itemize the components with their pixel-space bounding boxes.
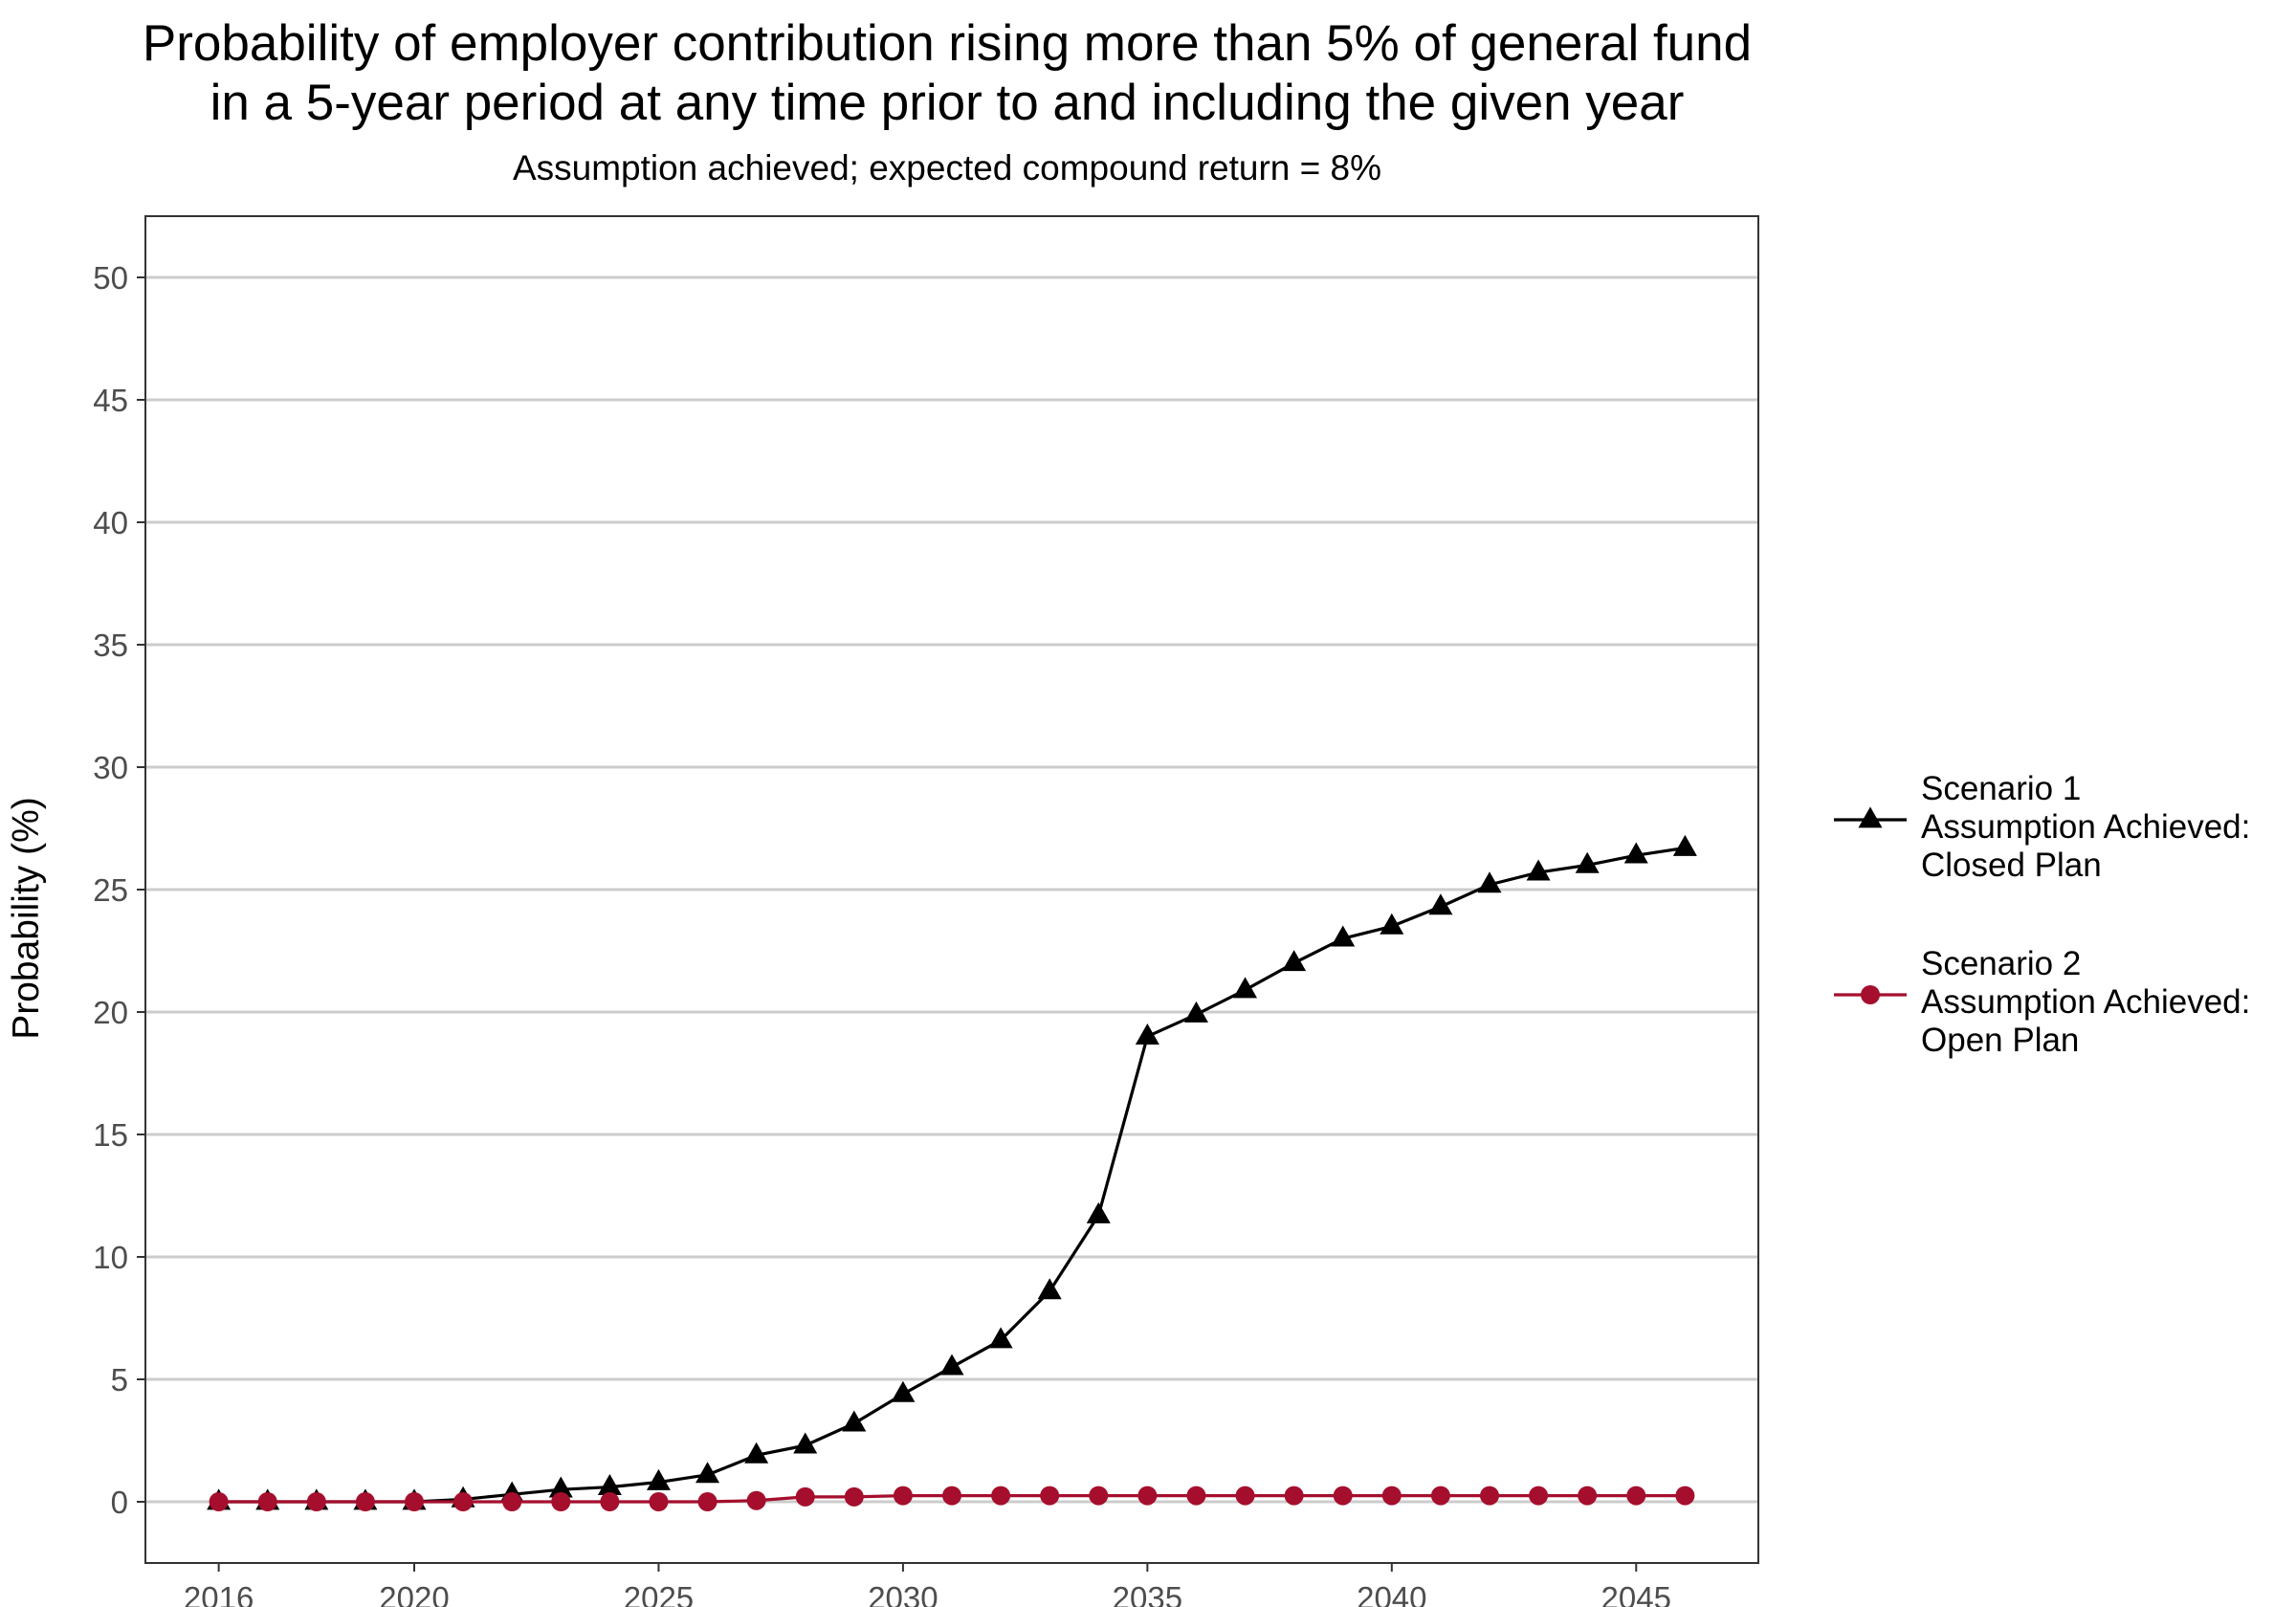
series-2-point xyxy=(1089,1486,1109,1506)
y-tick-label: 15 xyxy=(93,1117,128,1153)
series-2-point xyxy=(453,1492,474,1511)
series-2-point xyxy=(1137,1486,1158,1506)
series-2-point xyxy=(551,1492,571,1511)
series-2-point xyxy=(1675,1486,1695,1506)
series-2-point xyxy=(1430,1486,1450,1506)
series-2-point xyxy=(1333,1486,1353,1506)
series-1-point xyxy=(1526,859,1551,881)
series-1-point xyxy=(1233,977,1258,999)
series-2-point xyxy=(795,1486,815,1507)
series-1-point xyxy=(793,1432,818,1454)
legend-label-line: Scenario 2 xyxy=(1921,945,2081,982)
series-2-point xyxy=(1235,1486,1255,1506)
series-1-point xyxy=(1623,842,1648,864)
y-tick-label: 25 xyxy=(93,872,128,908)
y-tick-label: 40 xyxy=(93,505,128,540)
legend-label-line: Closed Plan xyxy=(1921,847,2102,884)
series-2-point xyxy=(649,1492,669,1511)
series-2-point xyxy=(1480,1486,1499,1506)
series-1-point xyxy=(1183,1001,1208,1023)
chart-title-line-1: Probability of employer contribution ris… xyxy=(142,15,1753,72)
legend-label-line: Assumption Achieved: xyxy=(1921,808,2250,846)
series-2-point xyxy=(257,1492,277,1511)
series-1-point xyxy=(548,1476,573,1498)
series-1-point xyxy=(744,1442,769,1464)
series-1-point xyxy=(1672,834,1697,856)
series-2-point xyxy=(405,1492,424,1511)
series-2-point xyxy=(502,1492,522,1511)
series-1-line xyxy=(218,846,1686,1504)
series-1-point xyxy=(1037,1278,1062,1300)
y-tick-label: 35 xyxy=(93,627,128,663)
x-tick-label: 2045 xyxy=(1601,1580,1671,1607)
series-1-point xyxy=(1135,1023,1159,1045)
series-2-point xyxy=(844,1486,864,1507)
series-2-point xyxy=(991,1486,1011,1506)
series-2-point xyxy=(893,1486,913,1506)
series-2 xyxy=(209,1486,1695,1511)
series-layer xyxy=(207,834,1697,1511)
series-2-point xyxy=(697,1492,718,1511)
legend-label-line: Assumption Achieved: xyxy=(1921,983,2250,1021)
x-axis: 2016 2020 2025 2030 2035 2040 2045 xyxy=(184,1563,1671,1607)
series-1-point xyxy=(695,1462,720,1484)
chart-subtitle: Assumption achieved; expected compound r… xyxy=(512,148,1382,187)
series-2-point xyxy=(1578,1486,1598,1506)
series-1-point xyxy=(1575,851,1600,873)
legend-label-line: Open Plan xyxy=(1921,1022,2079,1059)
x-tick-label: 2030 xyxy=(868,1580,938,1607)
y-tick-label: 50 xyxy=(93,260,128,296)
x-tick-label: 2040 xyxy=(1357,1580,1426,1607)
legend-key-marker xyxy=(1858,806,1883,828)
series-1-point xyxy=(988,1327,1013,1349)
grid-lines xyxy=(145,275,1758,1504)
y-tick-label: 20 xyxy=(93,995,128,1030)
series-2-point xyxy=(1040,1486,1060,1506)
y-tick-label: 45 xyxy=(93,383,128,418)
y-axis-title: Probability (%) xyxy=(6,797,47,1040)
series-2-point xyxy=(209,1492,229,1511)
series-1 xyxy=(207,834,1697,1510)
series-2-point xyxy=(1186,1486,1206,1506)
y-tick-label: 0 xyxy=(111,1485,128,1520)
series-2-point xyxy=(1529,1486,1549,1506)
series-1-point xyxy=(842,1410,867,1432)
series-1-point xyxy=(646,1468,671,1490)
x-tick-label: 2020 xyxy=(379,1580,449,1607)
y-tick-label: 10 xyxy=(93,1240,128,1275)
series-1-point xyxy=(1428,893,1453,915)
x-tick-label: 2035 xyxy=(1113,1580,1182,1607)
series-1-point xyxy=(1380,913,1404,935)
series-1-point xyxy=(1331,925,1356,947)
series-2-point xyxy=(600,1492,620,1511)
series-2-point xyxy=(1284,1486,1304,1506)
series-1-point xyxy=(597,1474,622,1495)
series-1-point xyxy=(939,1354,964,1376)
chart-title-line-2: in a 5-year period at any time prior to … xyxy=(210,75,1685,131)
x-tick-label: 2025 xyxy=(624,1580,694,1607)
y-tick-label: 5 xyxy=(111,1362,128,1398)
series-2-point xyxy=(1381,1486,1402,1506)
legend-label-line: Scenario 1 xyxy=(1921,770,2081,807)
y-tick-label: 30 xyxy=(93,750,128,785)
series-1-point xyxy=(891,1380,916,1402)
series-2-point xyxy=(1626,1486,1646,1506)
series-1-point xyxy=(1086,1201,1111,1223)
x-tick-label: 2016 xyxy=(184,1580,254,1607)
series-1-point xyxy=(1477,871,1502,893)
legend-key-marker xyxy=(1861,985,1880,1004)
series-1-point xyxy=(1282,950,1307,972)
series-2-point xyxy=(746,1490,766,1510)
y-axis: 0 5 10 15 20 25 30 35 40 45 50 xyxy=(93,260,145,1520)
series-2-point xyxy=(355,1492,375,1511)
series-2-point xyxy=(306,1492,326,1511)
series-2-point xyxy=(942,1486,961,1506)
